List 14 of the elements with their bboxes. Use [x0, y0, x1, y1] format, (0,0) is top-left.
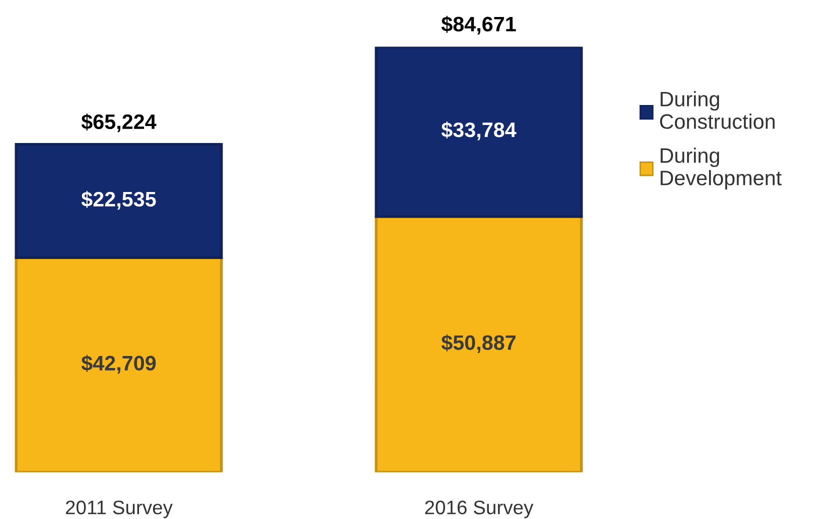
data-label: $33,784 [441, 122, 516, 140]
data-label: $50,887 [441, 334, 516, 354]
legend-label: During Construction [660, 91, 775, 129]
data-label: $22,535 [81, 190, 156, 210]
bar [374, 215, 583, 472]
legend-label: During Development [660, 148, 782, 190]
annotation: $84,671 [441, 16, 516, 34]
bar [14, 142, 223, 260]
bar [14, 256, 223, 472]
x-tick-label: 2011 Survey [66, 500, 173, 518]
x-tick-label: 2016 Survey [425, 500, 534, 518]
bar [374, 46, 583, 218]
annotation: $65,224 [81, 113, 156, 132]
data-label: $42,709 [81, 354, 156, 374]
